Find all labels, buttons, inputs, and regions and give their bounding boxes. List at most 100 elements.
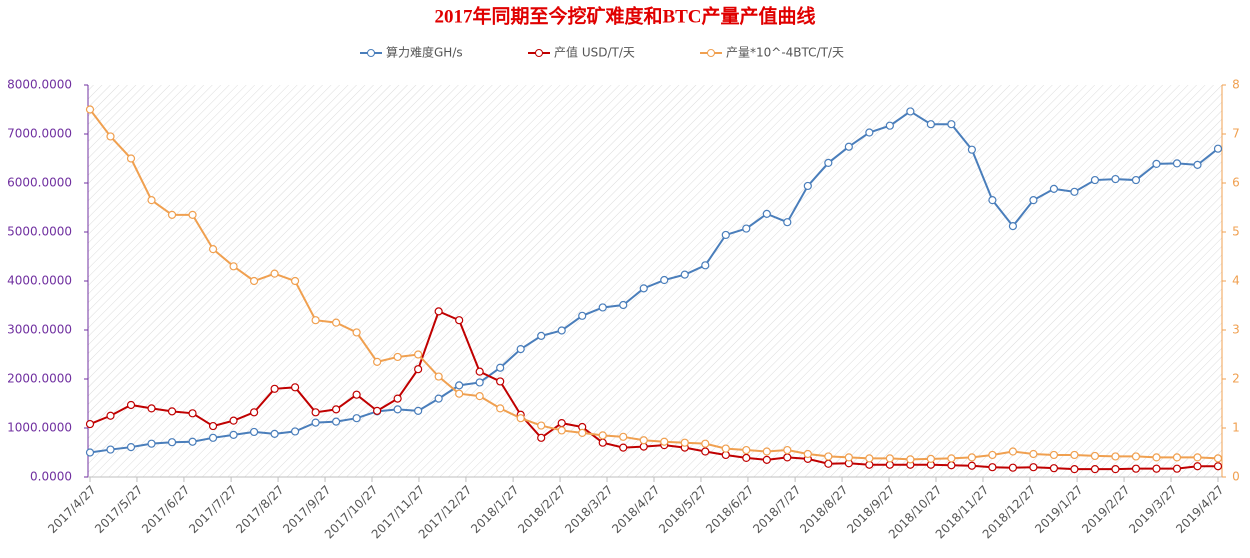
point	[824, 459, 833, 468]
point	[619, 300, 628, 310]
point	[106, 411, 115, 420]
point	[598, 438, 607, 447]
point	[1111, 452, 1120, 461]
point	[270, 429, 279, 438]
point	[1008, 222, 1018, 231]
point	[188, 210, 197, 219]
point	[578, 311, 587, 320]
point	[414, 406, 423, 415]
point	[598, 431, 607, 440]
point	[865, 128, 874, 137]
point	[762, 447, 771, 456]
y2-tick-label: 1	[1232, 421, 1240, 435]
point	[270, 384, 279, 393]
y2-tick-label: 3	[1232, 323, 1240, 337]
point	[598, 303, 607, 312]
point	[311, 418, 320, 427]
x-tick-label: 2019/4/27	[1173, 483, 1226, 536]
point	[967, 461, 976, 470]
point	[393, 405, 402, 414]
y-tick-label: 7000.0000	[7, 127, 72, 141]
point	[475, 392, 484, 401]
point	[249, 427, 259, 437]
point	[393, 394, 402, 403]
point	[1070, 465, 1079, 474]
y-tick-label: 4000.0000	[7, 274, 72, 288]
point	[393, 352, 402, 362]
point	[229, 430, 238, 439]
point	[680, 270, 689, 279]
point	[208, 245, 218, 254]
x-tick-label: 2017/5/27	[92, 483, 145, 536]
point	[1049, 450, 1059, 460]
point	[85, 105, 95, 114]
x-tick-label: 2018/8/27	[797, 483, 850, 536]
point	[1152, 464, 1161, 473]
point	[660, 437, 669, 446]
point	[947, 120, 956, 129]
point	[537, 331, 546, 340]
point	[352, 328, 361, 337]
point	[1090, 451, 1100, 461]
point	[967, 145, 976, 154]
point	[1172, 464, 1182, 473]
x-tick-label: 2019/1/27	[1032, 483, 1085, 536]
x-tick-label: 2017/7/27	[186, 483, 239, 536]
point	[783, 445, 792, 455]
point	[1172, 453, 1182, 462]
point	[1008, 447, 1018, 456]
point	[516, 414, 525, 423]
point	[1172, 159, 1182, 168]
point	[844, 142, 853, 151]
point	[988, 196, 997, 205]
point	[947, 461, 956, 470]
y2-tick-label: 0	[1232, 470, 1240, 484]
point	[208, 421, 218, 431]
point	[1049, 184, 1059, 193]
point	[639, 436, 648, 445]
point	[455, 316, 464, 325]
x-tick-label: 2017/4/27	[45, 483, 98, 536]
point	[373, 357, 382, 366]
point	[639, 284, 648, 293]
point	[147, 196, 156, 205]
point	[290, 427, 300, 436]
point	[290, 383, 300, 392]
point	[680, 438, 689, 447]
point	[1193, 453, 1202, 462]
point	[1029, 449, 1038, 459]
x-tick-label: 2018/7/27	[750, 483, 803, 536]
point	[537, 433, 546, 442]
point	[557, 419, 566, 428]
point	[1090, 175, 1100, 185]
point	[926, 120, 935, 129]
point	[885, 454, 894, 463]
y2-tick-label: 5	[1232, 225, 1240, 239]
point	[701, 439, 710, 448]
y2-tick-label: 7	[1232, 127, 1240, 141]
point	[762, 209, 771, 218]
point	[126, 400, 136, 410]
point	[1008, 463, 1018, 472]
y2-tick-label: 6	[1232, 176, 1240, 190]
legend-marker	[707, 49, 715, 57]
point	[721, 230, 730, 240]
point	[557, 326, 566, 335]
y2-tick-label: 8	[1232, 78, 1240, 92]
point	[208, 433, 218, 442]
point	[332, 405, 341, 414]
point	[1049, 464, 1059, 473]
point	[311, 408, 320, 417]
x-tick-label: 2017/8/27	[233, 483, 286, 536]
y-tick-label: 6000.0000	[7, 176, 72, 190]
x-tick-label: 2018/1/27	[468, 483, 521, 536]
point	[783, 453, 792, 462]
point	[803, 181, 812, 191]
x-tick-label: 2017/6/27	[139, 483, 192, 536]
y2-tick-label: 4	[1232, 274, 1240, 288]
point	[578, 428, 587, 437]
point	[742, 224, 751, 233]
point	[147, 404, 156, 413]
point	[619, 443, 628, 452]
